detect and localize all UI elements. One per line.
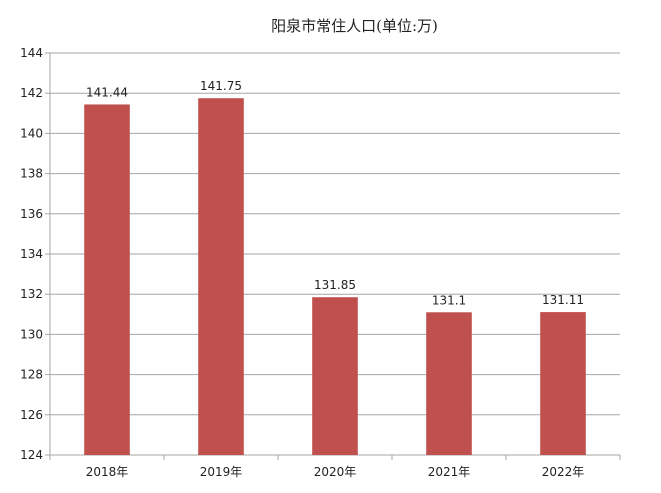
- y-tick-label: 140: [20, 126, 43, 140]
- y-tick-label: 126: [20, 408, 43, 422]
- y-tick-label: 132: [20, 287, 43, 301]
- bar: [540, 312, 586, 455]
- x-tick-label: 2020年: [314, 465, 357, 479]
- labels: 124 126 128 130 132 134 136 138 140 142 144 141.44 2…: [20, 46, 584, 479]
- bar: [426, 312, 472, 455]
- chart-title: 阳泉市常住人口(单位:万): [271, 17, 438, 35]
- y-tick-label: 138: [20, 167, 43, 181]
- y-tick-label: 124: [20, 448, 43, 462]
- x-tick-label: 2022年: [542, 465, 585, 479]
- data-label: 141.75: [200, 79, 242, 93]
- y-tick-label: 136: [20, 207, 43, 221]
- x-tick-label: 2021年: [428, 465, 471, 479]
- y-tick-label: 128: [20, 368, 43, 382]
- y-tick-label: 142: [20, 86, 43, 100]
- y-tick-label: 134: [20, 247, 43, 261]
- bar: [312, 297, 358, 455]
- data-label: 131.11: [542, 293, 584, 307]
- data-label: 131.85: [314, 278, 356, 292]
- data-label: 131.1: [432, 293, 466, 307]
- bars: [84, 98, 586, 456]
- y-tick-label: 144: [20, 46, 43, 60]
- data-label: 141.44: [86, 85, 128, 99]
- bar: [84, 104, 130, 456]
- x-tick-label: 2019年: [200, 465, 243, 479]
- x-tick-label: 2018年: [86, 465, 129, 479]
- bar: [198, 98, 244, 455]
- y-tick-label: 130: [20, 327, 43, 341]
